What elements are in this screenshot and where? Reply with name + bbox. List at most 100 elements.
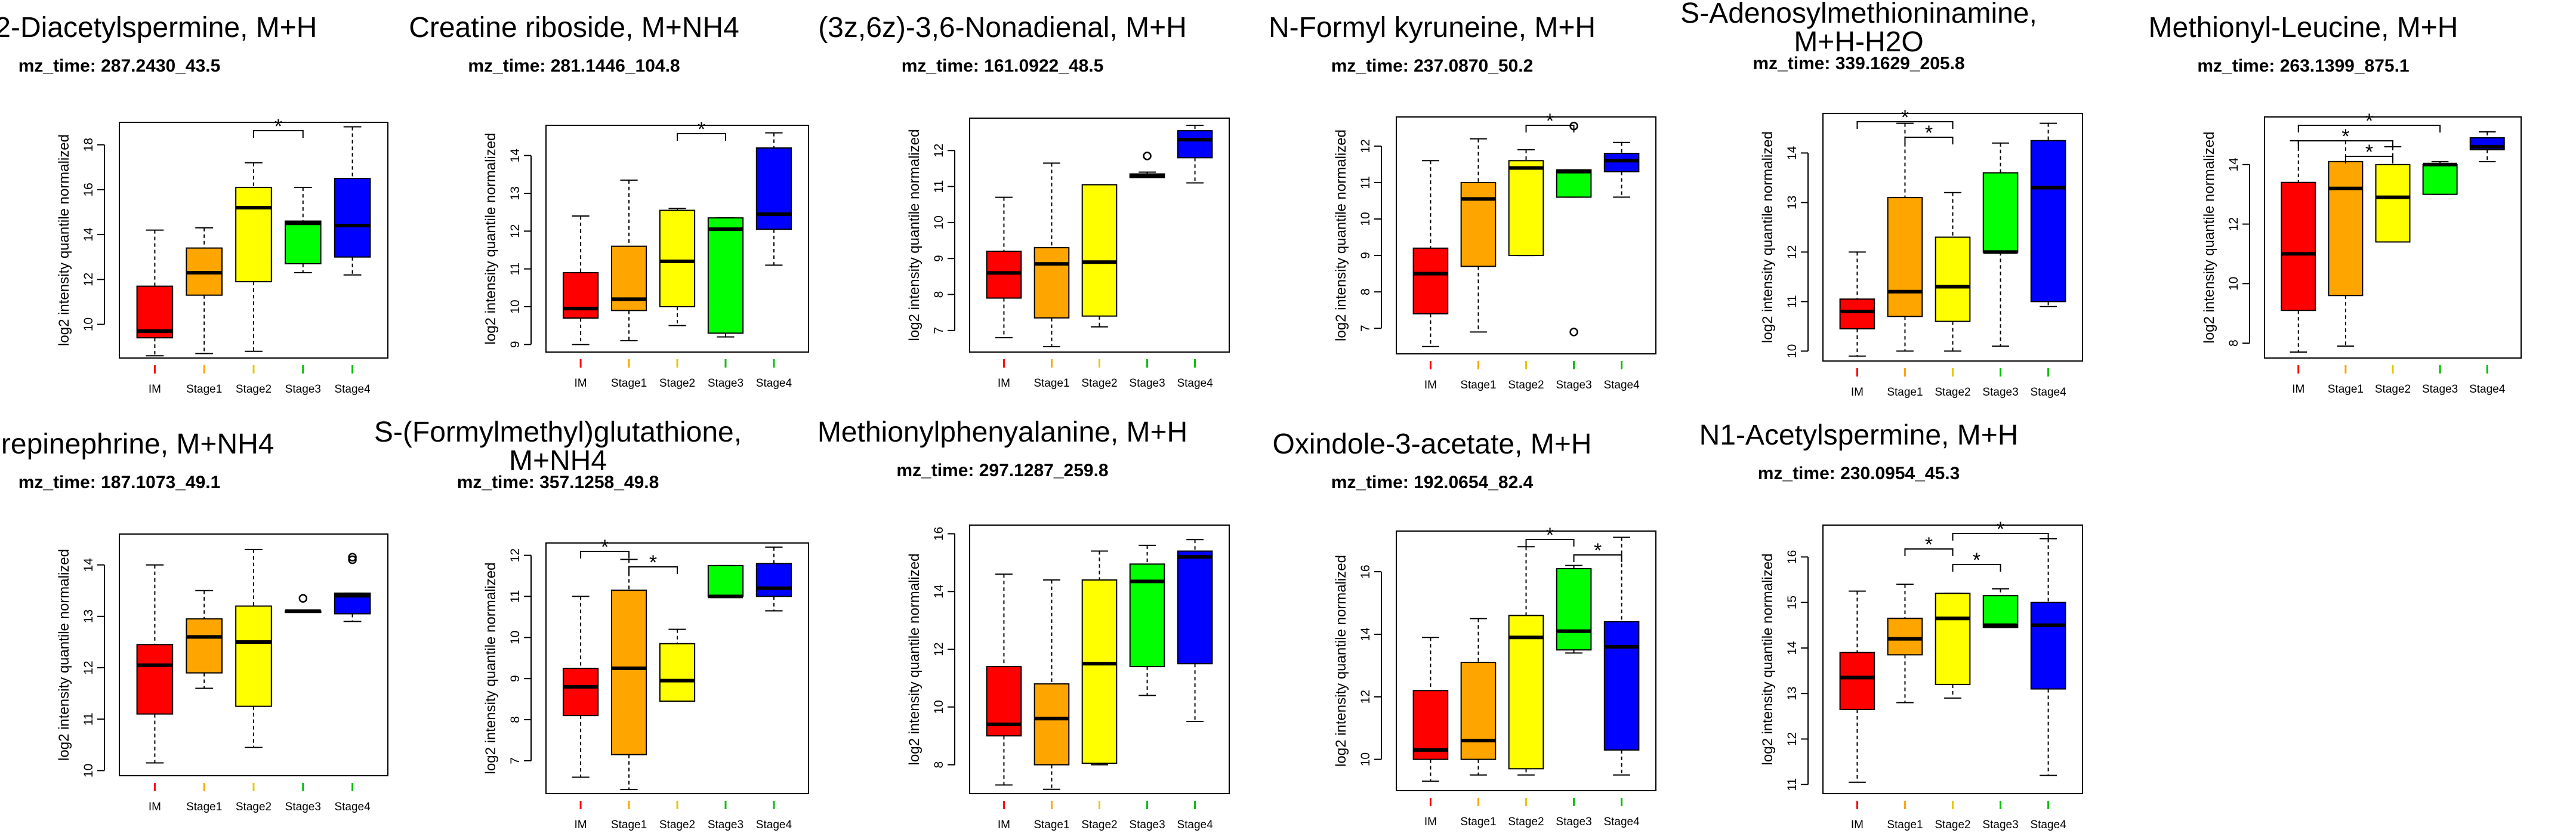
x-tick-label: IM <box>1424 816 1437 828</box>
box-im <box>1839 298 1875 330</box>
box-stage4 <box>1177 130 1213 159</box>
significance-bracket <box>1525 125 1575 132</box>
box-stage3 <box>1129 563 1165 668</box>
y-tick-label: 10 <box>1359 212 1372 226</box>
significance-star: * <box>1901 106 1909 129</box>
x-tick-label: Stage2 <box>1081 819 1117 831</box>
box-stage4 <box>334 178 371 258</box>
box-stage1 <box>610 590 647 755</box>
x-tick-label: IM <box>575 819 587 831</box>
plot-frame <box>1396 116 1656 354</box>
y-tick-label: 14 <box>1785 641 1799 655</box>
x-tick-label: Stage1 <box>611 377 647 390</box>
panel-title: Methionyl-Leucine, M+H <box>2149 12 2458 44</box>
plot-frame <box>969 525 1230 794</box>
plot-frame <box>545 125 809 353</box>
y-axis-label: log2 intensity quantile normalized <box>1333 555 1349 767</box>
x-tick-label: Stage3 <box>1982 386 2018 399</box>
y-tick-label: 8 <box>932 291 946 298</box>
x-tick-label: Stage2 <box>659 819 695 831</box>
x-tick-label: Stage1 <box>186 383 222 396</box>
boxplot-panel: (3z,6z)-3,6-Nonadienal, M+H mz_time: 161.… <box>818 12 1230 390</box>
panel-title: Creatine riboside, M+NH4 <box>409 12 739 44</box>
boxplot-panel: S-(Formylmethyl)glutathione,M+NH4mz_time… <box>374 416 809 831</box>
y-tick-label: 10 <box>508 631 522 644</box>
box-stage4 <box>1603 153 1640 172</box>
x-tick-label: IM <box>1424 379 1437 391</box>
x-tick-label: Stage1 <box>611 819 647 831</box>
panel-subtitle: mz_time: 187.1073_49.1 <box>18 473 221 492</box>
x-tick-label: IM <box>1851 386 1864 399</box>
y-axis-label: log2 intensity quantile normalized <box>56 134 72 346</box>
y-axis-label: log2 intensity quantile normalized <box>483 133 499 345</box>
y-tick-label: 12 <box>508 548 522 562</box>
y-tick-label: 9 <box>1359 252 1372 259</box>
box-stage2 <box>235 605 272 707</box>
panel-subtitle: mz_time: 287.2430_43.5 <box>18 56 221 76</box>
y-tick-label: 12 <box>82 273 95 286</box>
x-tick-label: Stage1 <box>1034 377 1069 390</box>
significance-bracket <box>253 130 304 138</box>
x-tick-label: Stage3 <box>1982 819 2018 831</box>
box-stage2 <box>659 643 696 702</box>
y-tick-label: 12 <box>1785 245 1799 259</box>
box-stage4 <box>1603 621 1640 751</box>
y-tick-label: 10 <box>82 317 95 331</box>
plot-frame <box>1822 525 2083 794</box>
plot-frame <box>545 542 809 794</box>
significance-star: * <box>2365 141 2373 163</box>
plot-frame <box>2264 116 2522 359</box>
significance-bracket <box>580 551 630 559</box>
x-tick-label: Stage4 <box>2030 819 2066 831</box>
significance-bracket <box>2344 156 2393 163</box>
y-tick-label: 11 <box>508 263 522 276</box>
x-tick-label: Stage3 <box>285 383 321 396</box>
plot-frame <box>1822 113 2083 362</box>
plot-frame <box>119 533 388 776</box>
x-tick-label: Stage4 <box>756 377 792 390</box>
y-tick-label: 11 <box>1785 295 1799 308</box>
outlier-point <box>348 553 357 562</box>
x-tick-label: Stage3 <box>708 819 744 831</box>
panel-title: Methionylphenyalanine, M+H <box>817 416 1187 448</box>
x-tick-label: IM <box>998 819 1010 831</box>
x-tick-label: IM <box>575 377 587 390</box>
y-tick-label: 16 <box>1359 564 1372 578</box>
x-tick-label: Stage3 <box>708 377 744 390</box>
outlier-point <box>298 594 308 603</box>
panel-title-line2: M+NH4 <box>509 445 607 477</box>
x-tick-label: Stage2 <box>659 377 695 390</box>
y-tick-label: 12 <box>1785 732 1799 746</box>
plot-frame <box>969 118 1230 353</box>
x-tick-label: Stage1 <box>1460 816 1496 828</box>
y-tick-label: 11 <box>1359 176 1372 189</box>
y-tick-label: 11 <box>508 590 522 603</box>
x-tick-label: IM <box>2292 383 2304 396</box>
plot-frame <box>119 122 388 359</box>
y-tick-label: 14 <box>508 149 522 163</box>
box-stage3 <box>707 217 744 334</box>
significance-star: * <box>1973 549 1980 572</box>
boxplot-panel: Methionyl-Leucine, M+H mz_time: 263.1399_… <box>2149 12 2522 396</box>
y-tick-label: 7 <box>932 327 946 334</box>
y-tick-label: 13 <box>1785 687 1799 701</box>
y-tick-label: 16 <box>82 183 95 196</box>
significance-bracket <box>1525 539 1575 547</box>
box-stage2 <box>235 187 272 283</box>
box-stage4 <box>755 563 792 597</box>
x-tick-label: Stage2 <box>1081 377 1117 390</box>
y-tick-label: 12 <box>2227 217 2241 231</box>
x-tick-label: Stage1 <box>1887 819 1923 831</box>
panel-title: N-Formyl kyruneine, M+H <box>1269 12 1596 44</box>
y-axis-label: log2 intensity quantile normalized <box>2201 132 2217 344</box>
significance-star: * <box>698 118 705 141</box>
y-tick-label: 10 <box>1785 344 1799 358</box>
plot-frame <box>1396 530 1656 791</box>
x-tick-label: IM <box>998 377 1010 390</box>
x-tick-label: Stage2 <box>1508 816 1544 828</box>
y-tick-label: 12 <box>1359 139 1372 153</box>
panel-subtitle: mz_time: 161.0922_48.5 <box>902 56 1104 76</box>
panel-subtitle: mz_time: 192.0654_82.4 <box>1331 473 1534 492</box>
x-tick-label: Stage2 <box>236 801 272 813</box>
